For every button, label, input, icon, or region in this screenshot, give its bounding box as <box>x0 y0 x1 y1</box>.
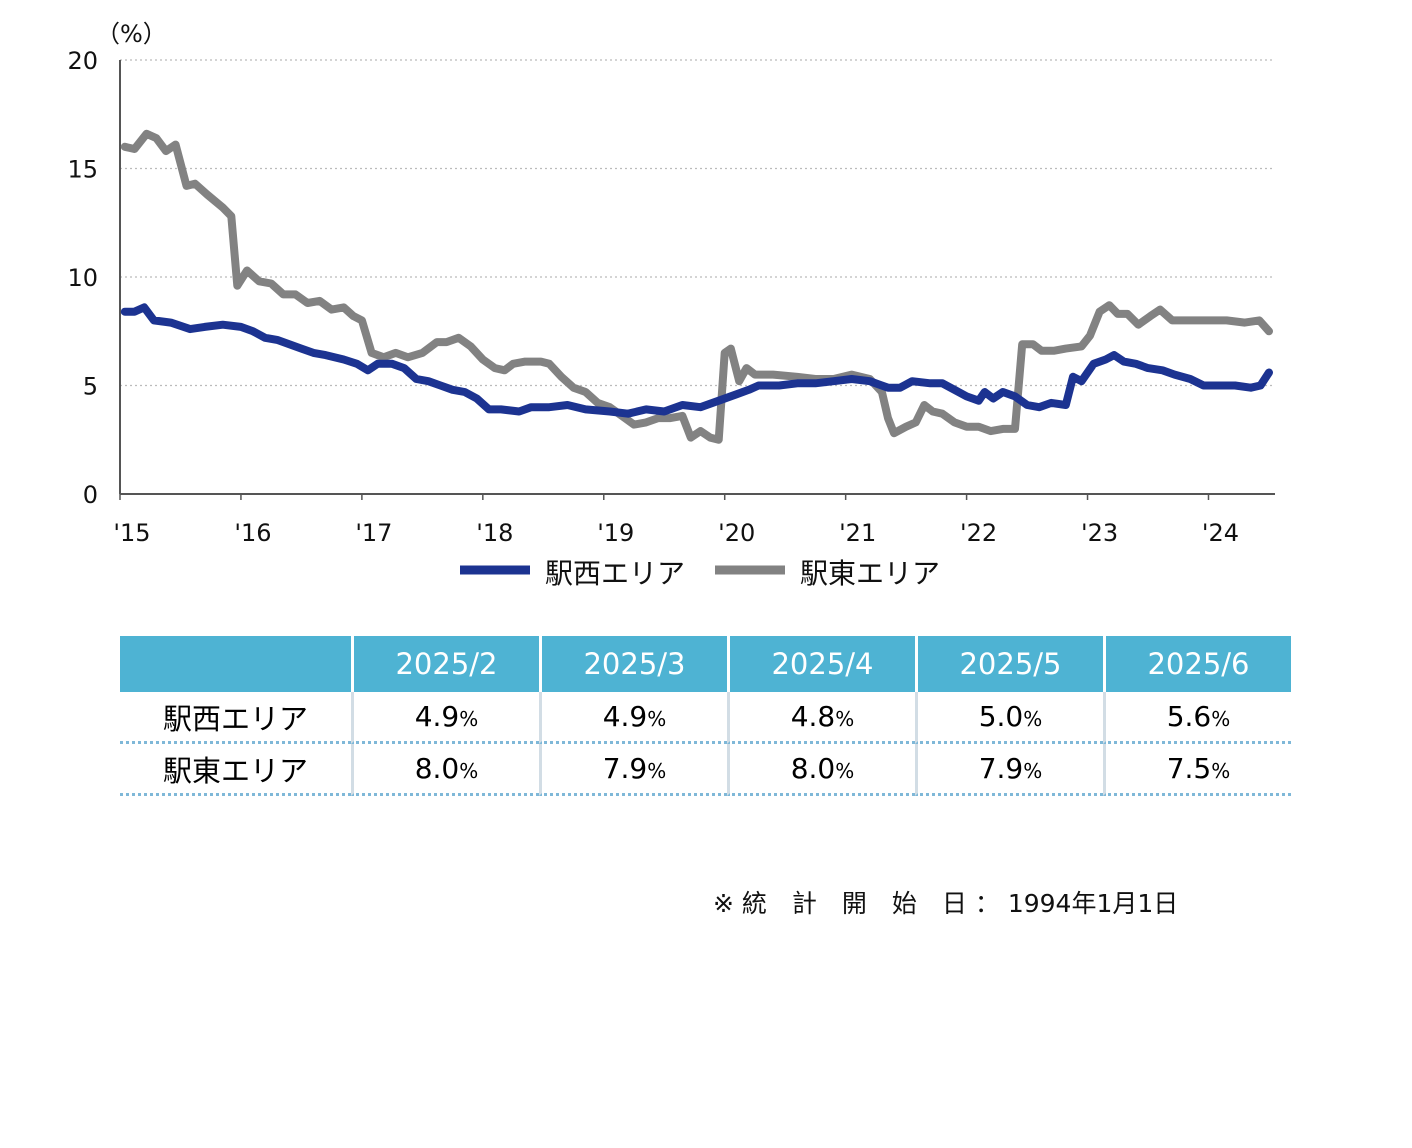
table-cell: 4.9% <box>539 692 727 744</box>
cell-unit: % <box>647 707 667 731</box>
gridlines <box>120 59 1275 387</box>
series-lines <box>120 129 1273 444</box>
table-cell: 7.5% <box>1103 744 1291 796</box>
row-label: 駅東エリア <box>120 744 351 796</box>
vacancy-rate-table: 2025/2 2025/3 2025/4 2025/5 2025/6 駅西エリア… <box>120 636 1291 796</box>
cell-unit: % <box>647 759 667 783</box>
footnote-label: ※ 統 計 開 始 日 <box>713 889 967 918</box>
footnote-separator: ： <box>974 889 1000 918</box>
cell-value: 4.9 <box>602 700 648 733</box>
table-cell: 4.9% <box>351 692 539 744</box>
table-header-col: 2025/3 <box>539 636 727 692</box>
table-header-row: 2025/2 2025/3 2025/4 2025/5 2025/6 <box>120 636 1291 692</box>
axes: 0 5 10 15 20（%） '15 '16 '17 '18 '19 '20 '21 '22 '23 '2… <box>67 20 1275 547</box>
legend-label: 駅西エリア <box>545 557 685 590</box>
y-tick-label: 0 <box>83 481 98 509</box>
cell-value: 7.5 <box>1166 752 1212 785</box>
cell-unit: % <box>835 759 855 783</box>
table-cell: 5.0% <box>915 692 1103 744</box>
cell-value: 4.8 <box>790 700 836 733</box>
cell-unit: % <box>1211 759 1231 783</box>
table-cell: 8.0% <box>351 744 539 796</box>
x-tick-label: '20 <box>718 519 755 547</box>
cell-unit: % <box>1211 707 1231 731</box>
cell-unit: % <box>459 707 479 731</box>
table-header-corner <box>120 636 351 692</box>
legend: 駅西エリア 駅東エリア <box>460 557 940 590</box>
cell-value: 5.6 <box>1166 700 1212 733</box>
table-row: 駅東エリア 8.0% 7.9% 8.0% 7.9% 7.5% <box>120 744 1291 796</box>
cell-value: 7.9 <box>602 752 648 785</box>
footnote-value: 1994年1月1日 <box>1007 889 1179 918</box>
y-tick-label: 10 <box>67 264 98 292</box>
cell-unit: % <box>459 759 479 783</box>
x-tick-label: '17 <box>355 519 392 547</box>
cell-unit: % <box>835 707 855 731</box>
table-cell: 4.8% <box>727 692 915 744</box>
y-axis-unit: （%） <box>96 20 167 48</box>
y-tick-label: 15 <box>67 156 98 184</box>
cell-value: 8.0 <box>790 752 836 785</box>
table-header-col: 2025/6 <box>1103 636 1291 692</box>
x-tick-label: '16 <box>234 519 271 547</box>
cell-value: 4.9 <box>414 700 460 733</box>
x-tick-label: '18 <box>476 519 513 547</box>
cell-unit: % <box>1023 759 1043 783</box>
table-header-col: 2025/2 <box>351 636 539 692</box>
table-cell: 5.6% <box>1103 692 1291 744</box>
cell-value: 8.0 <box>414 752 460 785</box>
x-tick-label: '21 <box>839 519 876 547</box>
series-line-1 <box>120 129 1273 444</box>
y-tick-label: 5 <box>83 373 98 401</box>
cell-value: 5.0 <box>978 700 1024 733</box>
legend-label: 駅東エリア <box>800 557 940 590</box>
table-cell: 8.0% <box>727 744 915 796</box>
y-tick-label: 20 <box>67 47 98 75</box>
table-cell: 7.9% <box>915 744 1103 796</box>
cell-value: 7.9 <box>978 752 1024 785</box>
table-cell: 7.9% <box>539 744 727 796</box>
footnote: ※ 統 計 開 始 日 ： 1994年1月1日 <box>713 884 1178 920</box>
series-line-0 <box>120 303 1273 418</box>
table-row: 駅西エリア 4.9% 4.9% 4.8% 5.0% 5.6% <box>120 692 1291 744</box>
x-tick-label: '23 <box>1081 519 1118 547</box>
cell-unit: % <box>1023 707 1043 731</box>
x-tick-label: '24 <box>1202 519 1239 547</box>
table-header-col: 2025/5 <box>915 636 1103 692</box>
vacancy-rate-chart: 0 5 10 15 20（%） '15 '16 '17 '18 '19 '20 '21 '22 '23 '2… <box>67 20 1275 590</box>
x-tick-label: '15 <box>113 519 150 547</box>
x-tick-label: '22 <box>960 519 997 547</box>
table-header-col: 2025/4 <box>727 636 915 692</box>
x-tick-label: '19 <box>597 519 634 547</box>
row-label: 駅西エリア <box>120 692 351 744</box>
